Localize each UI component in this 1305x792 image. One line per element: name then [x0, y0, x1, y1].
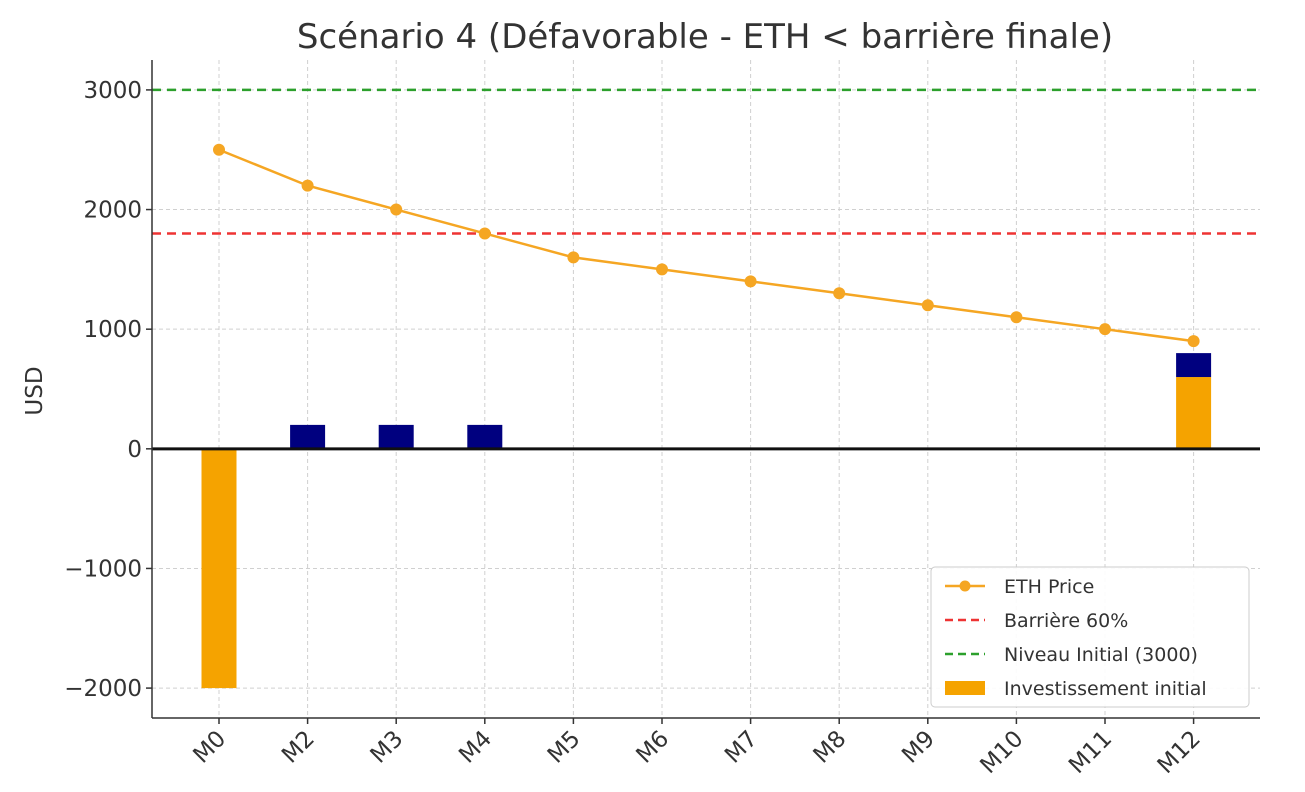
legend-box	[930, 566, 1250, 708]
x-tick-label: M11	[1064, 726, 1117, 779]
x-tick-label: M6	[631, 726, 674, 769]
x-tick-label: M7	[720, 726, 763, 769]
price-point-M7	[744, 275, 757, 288]
legend-label: ETH Price	[1004, 576, 1094, 598]
price-point-M10	[1010, 311, 1023, 324]
x-tick-label: M5	[543, 726, 586, 769]
price-point-M0	[213, 143, 225, 156]
y-tick-label: 2000	[83, 198, 142, 224]
x-tick-label: M9	[897, 726, 940, 769]
y-axis-label: USD	[22, 366, 48, 415]
price-point-M4	[478, 227, 491, 240]
x-tick-label: M2	[277, 726, 320, 769]
price-polyline	[218, 148, 1194, 343]
bar-M12	[1176, 377, 1212, 449]
price-point-M3	[390, 203, 403, 216]
y-tick-label: 0	[127, 437, 142, 463]
bars-layer	[201, 353, 1212, 689]
price-point-M9	[921, 299, 934, 312]
legend-label: Barrière 60%	[1004, 610, 1128, 632]
legend-label: Investissement initial	[1004, 678, 1207, 700]
legend-swatch-marker	[959, 580, 971, 592]
price-point-M5	[567, 251, 580, 264]
y-tick-label: −1000	[64, 556, 142, 582]
x-tick-label: M0	[188, 726, 231, 769]
x-tick-label: M12	[1153, 726, 1206, 779]
price-point-M8	[833, 287, 846, 300]
price-point-M6	[656, 263, 668, 276]
legend-label: Niveau Initial (3000)	[1004, 644, 1198, 666]
x-tick-label: M4	[454, 726, 497, 769]
y-tick-label: −2000	[64, 676, 142, 702]
legend: ETH Price Barrière 60% Niveau Initial (300…	[930, 566, 1250, 708]
x-tick-label: M3	[366, 726, 409, 769]
y-tick-label: 3000	[83, 78, 142, 104]
reference-lines	[152, 88, 1260, 451]
price-point-M12	[1187, 335, 1200, 348]
legend-swatch-patch	[945, 681, 985, 695]
coupon-bar-M2	[290, 424, 326, 449]
y-tick-label: 1000	[83, 317, 142, 343]
eth-price-line	[213, 143, 1200, 348]
price-point-M2	[301, 179, 314, 192]
coupon-bar-M12	[1176, 353, 1212, 378]
chart-title: Scénario 4 (Défavorable - ETH < barrière…	[297, 17, 1113, 57]
coupon-bar-M3	[378, 424, 414, 449]
x-tick-label: M8	[809, 726, 852, 769]
coupon-bar-M4	[467, 424, 503, 449]
x-tick-label: M10	[976, 726, 1029, 779]
bar-M0	[201, 448, 237, 689]
price-point-M11	[1099, 323, 1111, 336]
